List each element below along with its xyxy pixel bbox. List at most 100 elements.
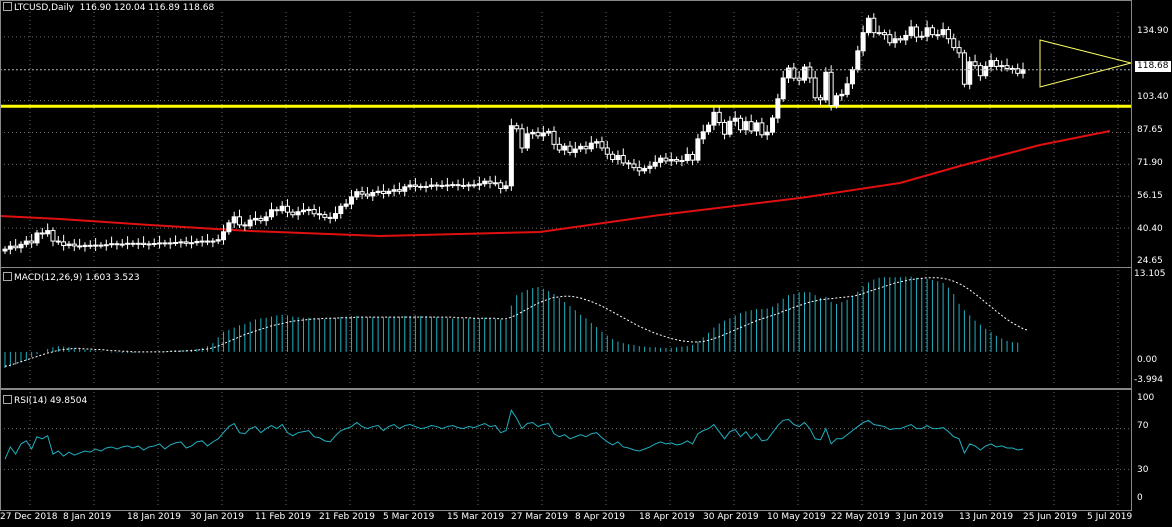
- candle: [663, 157, 669, 162]
- candle: [562, 145, 568, 151]
- candle: [109, 243, 115, 246]
- candle: [199, 240, 205, 243]
- date-tick: 15 Mar 2019: [447, 512, 505, 522]
- candle: [802, 66, 807, 81]
- macd-pane[interactable]: [4, 276, 1029, 369]
- candle: [391, 189, 397, 192]
- candle: [439, 184, 445, 187]
- candle: [332, 213, 338, 219]
- candle: [540, 132, 546, 137]
- candle: [87, 244, 93, 247]
- candle: [556, 143, 562, 151]
- candle: [375, 190, 381, 194]
- date-tick: 10 May 2019: [767, 512, 826, 522]
- candle: [983, 65, 989, 77]
- candle: [674, 159, 680, 162]
- candle: [588, 142, 594, 150]
- rsi-pane[interactable]: [4, 409, 1024, 460]
- candle: [594, 141, 600, 144]
- candle: [967, 61, 973, 85]
- candle: [849, 69, 855, 85]
- date-tick: 5 Mar 2019: [383, 512, 435, 522]
- rsi-label: RSI(14) 49.8504: [3, 395, 87, 407]
- candle: [354, 191, 360, 198]
- candle: [322, 214, 328, 218]
- candle: [748, 121, 754, 132]
- candle: [924, 27, 930, 37]
- candle: [716, 111, 722, 123]
- macd-label: MACD(12,26,9) 1.603 3.523: [3, 272, 140, 284]
- candle: [162, 242, 168, 245]
- candle: [631, 163, 637, 169]
- candle: [194, 240, 200, 244]
- date-tick: 21 Feb 2019: [319, 512, 376, 522]
- date-tick: 30 Jan 2019: [190, 512, 244, 522]
- candle: [817, 97, 823, 101]
- date-tick: 30 Apr 2019: [703, 512, 759, 522]
- candle: [642, 167, 648, 172]
- date-tick: 8 Apr 2019: [575, 512, 625, 522]
- date-tick: 11 Feb 2019: [255, 512, 312, 522]
- candle: [700, 131, 706, 140]
- candle: [887, 34, 893, 44]
- candle: [418, 185, 424, 188]
- candle: [300, 209, 306, 213]
- candle: [226, 222, 232, 233]
- date-tick: 13 Jun 2019: [959, 512, 1014, 522]
- candle: [759, 122, 765, 136]
- candle: [583, 145, 589, 150]
- macd-params: MACD(12,26,9) 1.603 3.523: [14, 273, 140, 283]
- candle: [839, 93, 845, 97]
- macd-signal-line: [4, 277, 1029, 367]
- candle: [727, 120, 733, 135]
- symbol-header: LTCUSD,Daily 116.90 120.04 116.89 118.68: [3, 2, 214, 14]
- candle: [876, 32, 882, 35]
- candle: [1020, 69, 1026, 74]
- candle: [407, 184, 413, 188]
- candle: [45, 230, 51, 235]
- candle: [279, 205, 285, 212]
- candle: [2, 248, 8, 252]
- candle: [743, 121, 749, 131]
- candle: [284, 205, 290, 213]
- candle: [242, 224, 248, 227]
- candle: [940, 29, 946, 36]
- candle: [636, 167, 642, 172]
- candle: [98, 244, 104, 247]
- candle: [157, 242, 163, 245]
- candle: [119, 243, 125, 246]
- candle: [130, 242, 136, 245]
- candle: [610, 153, 616, 161]
- price-pane[interactable]: [0, 13, 1133, 255]
- candle: [738, 117, 744, 131]
- candle: [50, 230, 56, 242]
- candle: [508, 125, 514, 187]
- candle: [290, 211, 296, 216]
- candle: [311, 209, 317, 215]
- candle: [189, 242, 195, 245]
- rsi-tick: 0: [1137, 493, 1143, 503]
- candle: [423, 185, 429, 188]
- candle: [524, 133, 530, 149]
- price-tick: 40.40: [1137, 224, 1163, 234]
- candle: [498, 182, 504, 189]
- candle: [604, 147, 610, 155]
- candle: [82, 244, 88, 248]
- candle: [999, 65, 1005, 68]
- candle: [647, 165, 653, 169]
- candle: [796, 77, 802, 81]
- candle: [215, 239, 221, 242]
- date-tick: 18 Apr 2019: [639, 512, 695, 522]
- candle: [993, 60, 999, 67]
- candle: [951, 38, 957, 49]
- moving-average-line: [0, 130, 1111, 238]
- date-tick: 27 Dec 2018: [0, 512, 58, 522]
- candle: [881, 32, 887, 36]
- candle: [732, 117, 738, 122]
- candle: [961, 52, 967, 85]
- candle: [167, 242, 173, 245]
- candle: [7, 245, 13, 250]
- candle: [711, 111, 717, 126]
